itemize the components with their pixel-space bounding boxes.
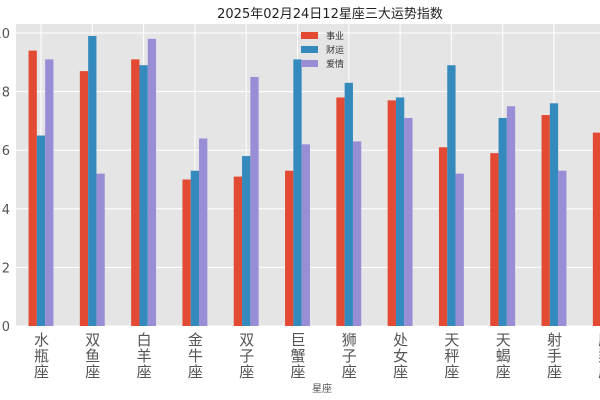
bar-爱情-双子座 <box>250 76 259 326</box>
bar-爱情-天蝎座 <box>506 106 516 326</box>
chart-title: 2025年02月24日12星座三大运势指数 <box>217 6 443 22</box>
x-tick-label: 摩羯座 <box>596 331 600 380</box>
x-tick-label: 狮子座 <box>340 332 358 380</box>
y-tick-label: 10 <box>0 27 10 42</box>
bar-事业-处女座 <box>387 100 396 326</box>
bar-爱情-水瓶座 <box>45 59 54 327</box>
bar-财运-双鱼座 <box>88 35 97 327</box>
bar-财运-白羊座 <box>139 65 148 326</box>
bar-事业-天秤座 <box>438 147 448 326</box>
x-tick-label: 天蝎座 <box>494 332 512 380</box>
bar-爱情-金牛座 <box>199 138 208 326</box>
x-tick-label: 巨蟹座 <box>289 332 307 380</box>
bar-爱情-处女座 <box>404 117 413 326</box>
x-tick-label: 双鱼座 <box>83 332 101 380</box>
y-tick-label: 6 <box>2 144 10 159</box>
bar-事业-摩羯座 <box>592 132 600 326</box>
bar-事业-水瓶座 <box>28 50 37 327</box>
legend-label: 财运 <box>326 44 344 56</box>
bar-财运-水瓶座 <box>36 135 46 326</box>
bar-爱情-射手座 <box>558 170 567 326</box>
bar-财运-巨蟹座 <box>293 59 302 327</box>
x-tick-label: 金牛座 <box>186 332 204 380</box>
bar-事业-双子座 <box>233 176 243 326</box>
bar-事业-射手座 <box>541 115 550 326</box>
bar-财运-狮子座 <box>344 82 353 326</box>
bar-财运-天蝎座 <box>498 117 507 326</box>
bar-事业-巨蟹座 <box>285 170 294 326</box>
x-tick-label: 水瓶座 <box>32 332 50 380</box>
y-tick-label: 8 <box>2 86 10 101</box>
bar-事业-白羊座 <box>131 59 140 327</box>
x-tick-label: 天秤座 <box>442 332 460 380</box>
bar-事业-狮子座 <box>336 97 345 327</box>
bar-爱情-巨蟹座 <box>301 144 310 326</box>
x-axis-label: 星座 <box>312 382 332 395</box>
legend-label: 爱情 <box>326 58 344 70</box>
x-tick-label: 白羊座 <box>135 332 153 380</box>
bar-财运-天秤座 <box>447 65 456 326</box>
legend-swatch <box>301 46 318 53</box>
bar-爱情-双鱼座 <box>96 173 105 326</box>
bar-事业-双鱼座 <box>79 71 89 326</box>
legend-label: 事业 <box>326 30 344 42</box>
y-tick-label: 0 <box>2 320 10 335</box>
x-tick-label: 双子座 <box>237 332 255 380</box>
legend-swatch <box>301 32 318 39</box>
y-tick-label: 2 <box>2 261 10 276</box>
bar-爱情-白羊座 <box>147 38 157 327</box>
bar-爱情-天秤座 <box>455 173 464 326</box>
x-tick-label: 处女座 <box>391 332 409 380</box>
bar-爱情-狮子座 <box>352 141 362 326</box>
bar-财运-金牛座 <box>190 170 200 326</box>
bar-财运-双子座 <box>242 156 251 326</box>
bar-事业-金牛座 <box>182 179 191 326</box>
x-tick-label: 射手座 <box>545 332 563 380</box>
y-tick-label: 4 <box>2 203 10 218</box>
legend-swatch <box>301 60 318 67</box>
bar-财运-处女座 <box>395 97 405 327</box>
bar-财运-射手座 <box>549 103 559 326</box>
bar-事业-天蝎座 <box>490 153 499 326</box>
